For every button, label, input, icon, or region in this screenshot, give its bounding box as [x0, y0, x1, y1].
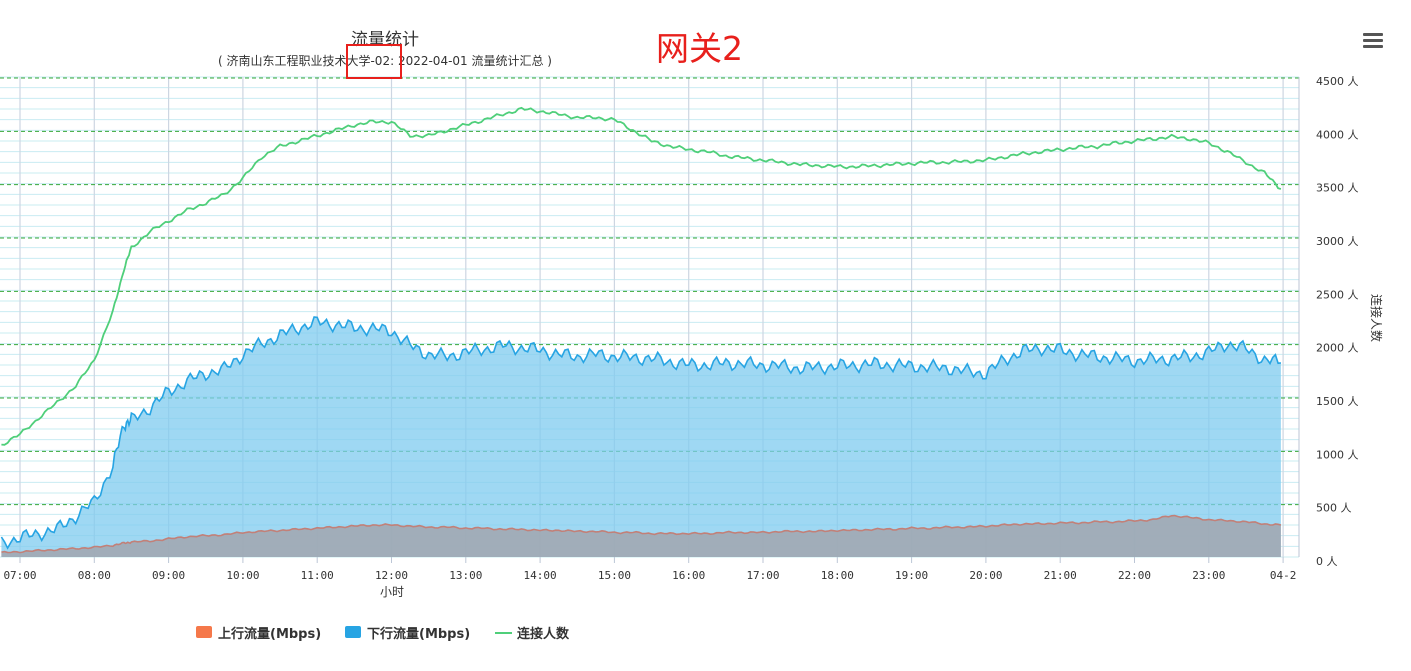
legend-swatch	[196, 626, 212, 638]
y-tick-label: 2000 人	[1316, 342, 1359, 355]
x-tick-label: 09:00	[152, 569, 185, 582]
x-axis: 07:00 08:00 09:00 10:00 11:00 12:00 13:00 14:00…	[3, 557, 1296, 582]
x-tick-label: 22:00	[1118, 569, 1151, 582]
x-tick-label: 13:00	[449, 569, 482, 582]
y-tick-label: 4000 人	[1316, 128, 1359, 141]
x-tick-label: 04-2	[1270, 569, 1297, 582]
chart-subtitle: ( 济南山东工程职业技术大学-02: 2022-04-01 流量统计汇总 )	[218, 53, 552, 68]
upload-line	[1, 514, 1282, 554]
x-tick-label: 23:00	[1192, 569, 1225, 582]
x-tick-label: 20:00	[969, 569, 1002, 582]
download-area	[1, 317, 1281, 557]
legend-item[interactable]: 上行流量(Mbps)	[196, 626, 321, 642]
x-tick-label: 08:00	[78, 569, 111, 582]
y-tick-label: 1000 人	[1316, 448, 1359, 461]
x-tick-label: 21:00	[1044, 569, 1077, 582]
legend-item[interactable]: 下行流量(Mbps)	[345, 626, 470, 642]
y-tick-label: 2500 人	[1316, 288, 1359, 301]
x-tick-label: 17:00	[746, 569, 779, 582]
connections-line	[1, 106, 1282, 446]
legend-label: 连接人数	[517, 626, 570, 642]
x-tick-label: 12:00	[375, 569, 408, 582]
y-tick-label: 4500 人	[1316, 75, 1359, 88]
y-tick-label: 3000 人	[1316, 235, 1359, 248]
x-tick-label: 07:00	[3, 569, 36, 582]
legend-item[interactable]: 连接人数	[495, 626, 570, 642]
legend[interactable]: 上行流量(Mbps) 下行流量(Mbps) 连接人数	[196, 626, 570, 642]
x-tick-label: 10:00	[226, 569, 259, 582]
chart-title: 流量统计	[351, 30, 419, 50]
y-tick-label: 500 人	[1316, 502, 1352, 515]
highlight-box	[346, 44, 402, 79]
x-axis-title: 小时	[380, 585, 404, 599]
y-tick-label: 0 人	[1316, 555, 1338, 568]
x-tick-label: 18:00	[821, 569, 854, 582]
y-tick-label: 1500 人	[1316, 395, 1359, 408]
y-tick-label: 3500 人	[1316, 182, 1359, 195]
series-layer	[0, 106, 1282, 557]
x-tick-label: 16:00	[672, 569, 705, 582]
legend-label: 下行流量(Mbps)	[367, 626, 470, 642]
x-tick-label: 11:00	[301, 569, 334, 582]
menu-icon[interactable]	[1360, 30, 1386, 52]
download-line	[0, 316, 1281, 550]
x-tick-label: 15:00	[598, 569, 631, 582]
y-axis-right: 0 人 500 人 1000 人 1500 人 2000 人 2500 人 3000 人 35…	[1316, 75, 1359, 568]
legend-swatch	[345, 626, 361, 638]
x-tick-label: 14:00	[524, 569, 557, 582]
legend-label: 上行流量(Mbps)	[218, 626, 321, 642]
upload-area	[1, 515, 1281, 557]
x-tick-label: 19:00	[895, 569, 928, 582]
gateway-annotation: 网关2	[656, 29, 743, 68]
y-axis-right-title: 连接人数	[1369, 294, 1384, 342]
